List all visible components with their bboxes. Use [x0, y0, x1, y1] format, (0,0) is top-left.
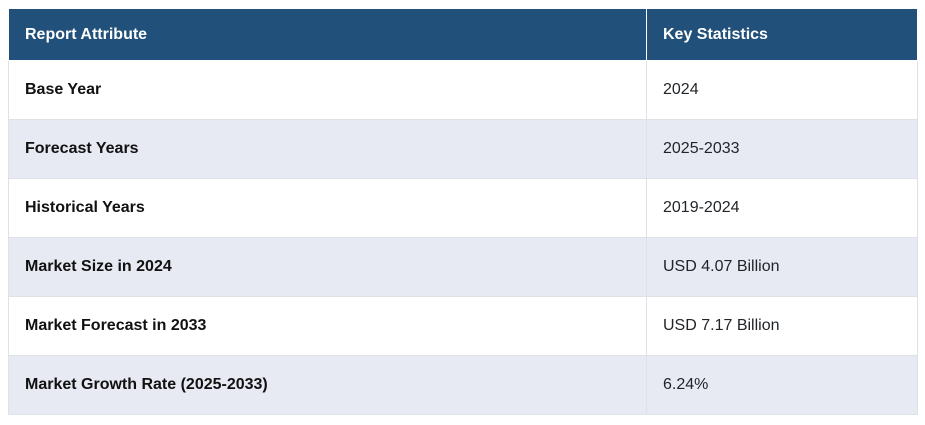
report-summary-table: Report Attribute Key Statistics Base Yea…: [8, 8, 918, 415]
value-cell: 2024: [646, 60, 918, 120]
table-row: Base Year 2024: [8, 60, 918, 120]
table-header-row: Report Attribute Key Statistics: [8, 8, 918, 61]
value-cell: USD 4.07 Billion: [646, 237, 918, 297]
value-cell: 2019-2024: [646, 178, 918, 238]
attribute-cell: Historical Years: [8, 178, 647, 238]
value-cell: USD 7.17 Billion: [646, 296, 918, 356]
attribute-cell: Market Growth Rate (2025-2033): [8, 355, 647, 415]
attribute-cell: Forecast Years: [8, 119, 647, 179]
table-row: Historical Years 2019-2024: [8, 178, 918, 238]
column-header-key-statistics: Key Statistics: [646, 8, 918, 61]
table-row: Market Forecast in 2033 USD 7.17 Billion: [8, 296, 918, 356]
column-header-report-attribute: Report Attribute: [8, 8, 647, 61]
value-cell: 2025-2033: [646, 119, 918, 179]
attribute-cell: Market Forecast in 2033: [8, 296, 647, 356]
value-cell: 6.24%: [646, 355, 918, 415]
attribute-cell: Market Size in 2024: [8, 237, 647, 297]
table-row: Market Size in 2024 USD 4.07 Billion: [8, 237, 918, 297]
table-row: Forecast Years 2025-2033: [8, 119, 918, 179]
table-row: Market Growth Rate (2025-2033) 6.24%: [8, 355, 918, 415]
attribute-cell: Base Year: [8, 60, 647, 120]
